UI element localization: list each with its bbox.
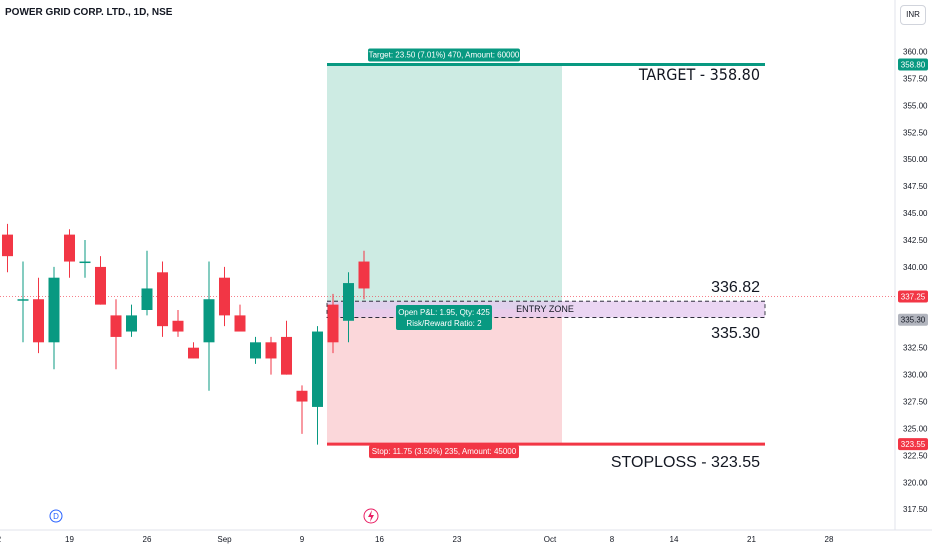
y-tick-label: 330.00: [903, 371, 928, 380]
candle-body[interactable]: [2, 234, 13, 257]
candle-body[interactable]: [234, 315, 246, 332]
axis-target-price-tag: 358.80: [901, 60, 926, 69]
candle-body[interactable]: [358, 261, 370, 289]
target-info-label: Target: 23.50 (7.01%) 470, Amount: 60000: [369, 50, 520, 59]
candle-body[interactable]: [188, 347, 199, 359]
y-tick-label: 322.50: [903, 451, 928, 460]
candle-body[interactable]: [327, 304, 339, 343]
y-tick-label: 355.00: [903, 101, 928, 110]
axis-target-price-tag-bg: [898, 58, 928, 71]
y-tick-label: 345.00: [903, 209, 928, 218]
y-tick-label: 347.50: [903, 182, 928, 191]
y-tick-label: 360.00: [903, 48, 928, 57]
candle-body[interactable]: [172, 320, 184, 332]
y-tick-label: 320.00: [903, 478, 928, 487]
stop-info-box: [369, 445, 519, 459]
y-tick-label: 332.50: [903, 344, 928, 353]
x-tick-label: 19: [65, 535, 74, 544]
axis-last-price-tag: 337.25: [901, 293, 926, 302]
x-tick-label: 12: [0, 535, 2, 544]
candle-body[interactable]: [48, 277, 60, 343]
x-tick-label: 26: [143, 535, 152, 544]
candle-body[interactable]: [126, 315, 137, 332]
x-tick-label: 16: [375, 535, 384, 544]
candle-body[interactable]: [343, 283, 354, 321]
y-tick-label: 327.50: [903, 398, 928, 407]
candle-body[interactable]: [95, 266, 106, 305]
y-tick-label: 352.50: [903, 128, 928, 137]
axis-last-price-tag-bg: [898, 290, 928, 303]
y-tick-label: 325.00: [903, 424, 928, 433]
candle-body[interactable]: [79, 261, 91, 264]
candle-body[interactable]: [33, 299, 44, 343]
dividend-marker-icon[interactable]: [49, 509, 63, 523]
x-tick-label: 8: [610, 535, 615, 544]
stop-info-label: Stop: 11.75 (3.50%) 235, Amount: 45000: [372, 447, 517, 456]
loss-zone[interactable]: [327, 309, 562, 445]
x-tick-label: 23: [453, 535, 462, 544]
pnl-label: Open P&L: 1.95, Qty: 425: [398, 308, 490, 317]
x-tick-label: 28: [825, 535, 834, 544]
dividend-marker-label: D: [53, 512, 59, 521]
x-tick-label: Oct: [544, 535, 557, 544]
axis-entry-price-tag: 335.30: [901, 316, 926, 325]
y-tick-label: 340.00: [903, 263, 928, 272]
x-tick-label: 9: [300, 535, 305, 544]
axis-stop-price-tag-bg: [898, 438, 928, 451]
candle-body[interactable]: [157, 272, 168, 327]
lightning-icon: [368, 510, 374, 522]
candle-body[interactable]: [110, 315, 122, 337]
stoploss-annotation: STOPLOSS - 323.55: [611, 454, 760, 471]
risk-reward-label: Risk/Reward Ratio: 2: [406, 319, 482, 328]
candle-body[interactable]: [281, 336, 292, 375]
target-annotation: TARGET - 358.80: [638, 65, 760, 84]
candle-body[interactable]: [64, 234, 75, 262]
candle-body[interactable]: [141, 288, 153, 310]
axis-entry-price-tag-bg: [898, 313, 928, 326]
entry-bottom-annotation: 335.30: [711, 325, 760, 342]
y-tick-label: 317.50: [903, 505, 928, 514]
x-tick-label: 21: [747, 535, 756, 544]
axis-stop-price-tag: 323.55: [901, 440, 926, 449]
x-tick-label: Sep: [217, 535, 232, 544]
candle-body[interactable]: [219, 277, 230, 316]
y-tick-label: 357.50: [903, 74, 928, 83]
currency-button[interactable]: INR: [900, 5, 926, 25]
candle-body[interactable]: [17, 299, 29, 301]
y-tick-label: 342.50: [903, 236, 928, 245]
entry-zone-label: ENTRY ZONE: [516, 304, 574, 314]
y-tick-label: 350.00: [903, 155, 928, 164]
candle-body[interactable]: [296, 390, 308, 402]
candle-body[interactable]: [250, 342, 261, 359]
candle-body[interactable]: [312, 331, 323, 407]
symbol-title: POWER GRID CORP. LTD., 1D, NSE: [5, 7, 173, 18]
x-tick-label: 14: [670, 535, 679, 544]
candle-body[interactable]: [265, 342, 277, 359]
target-info-box: [368, 48, 520, 62]
pnl-info-box: [396, 305, 492, 330]
entry-top-annotation: 336.82: [711, 279, 760, 296]
candle-body[interactable]: [203, 299, 215, 343]
